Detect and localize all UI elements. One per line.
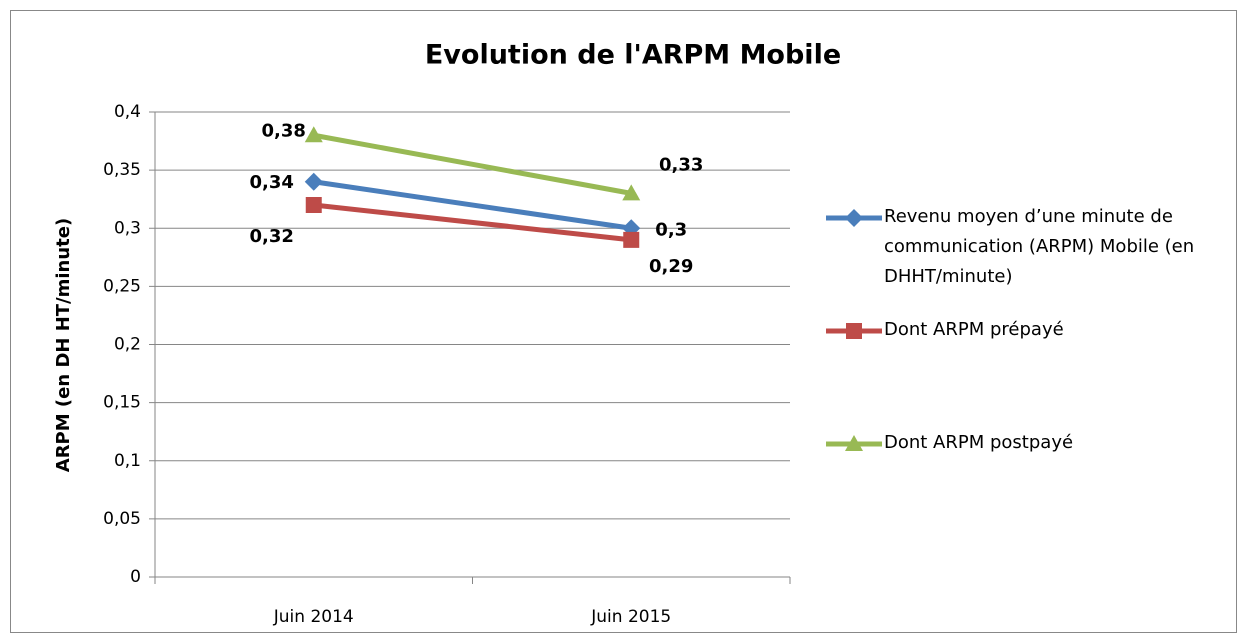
marker — [622, 184, 641, 201]
data-label: 0,38 — [262, 120, 306, 141]
data-label: 0,34 — [250, 172, 294, 193]
x-tick-label: Juin 2015 — [590, 607, 671, 627]
data-label: 0,33 — [659, 154, 703, 175]
y-axis-title: ARPM (en DH HT/minute) — [53, 218, 74, 472]
legend-entry: Dont ARPM postpayé — [884, 432, 1074, 453]
data-label: 0,32 — [250, 226, 294, 247]
marker — [845, 209, 863, 227]
data-label: 0,3 — [655, 219, 687, 240]
legend-label: Dont ARPM postpayé — [884, 432, 1074, 453]
y-tick-label: 0,3 — [114, 218, 141, 238]
x-tick-label: Juin 2014 — [273, 607, 354, 627]
series-line — [313, 132, 632, 196]
legend-entry: Revenu moyen d’une minute de communicati… — [884, 206, 1195, 287]
legend-label: Dont ARPM prépayé — [884, 319, 1064, 340]
legend-label: Revenu moyen d’une minute de communicati… — [884, 206, 1195, 287]
marker — [305, 197, 322, 213]
marker — [845, 435, 863, 451]
legend-entry: Dont ARPM prépayé — [884, 319, 1064, 340]
marker — [846, 323, 862, 339]
y-tick-label: 0,35 — [103, 160, 141, 180]
y-tick-label: 0,4 — [114, 102, 141, 122]
y-tick-label: 0,05 — [103, 509, 141, 529]
y-tick-label: 0,25 — [103, 276, 141, 296]
data-label: 0,29 — [649, 256, 693, 277]
chart-border — [10, 10, 1237, 633]
y-tick-label: 0,15 — [103, 393, 141, 413]
marker — [304, 172, 323, 191]
marker — [623, 231, 640, 248]
series-line — [313, 179, 632, 231]
y-tick-label: 0,1 — [114, 451, 141, 471]
y-tick-label: 0 — [130, 567, 141, 587]
marker — [304, 126, 323, 143]
series-line — [313, 202, 632, 243]
y-tick-label: 0,2 — [114, 335, 141, 355]
chart-title: Evolution de l'ARPM Mobile — [425, 40, 841, 71]
